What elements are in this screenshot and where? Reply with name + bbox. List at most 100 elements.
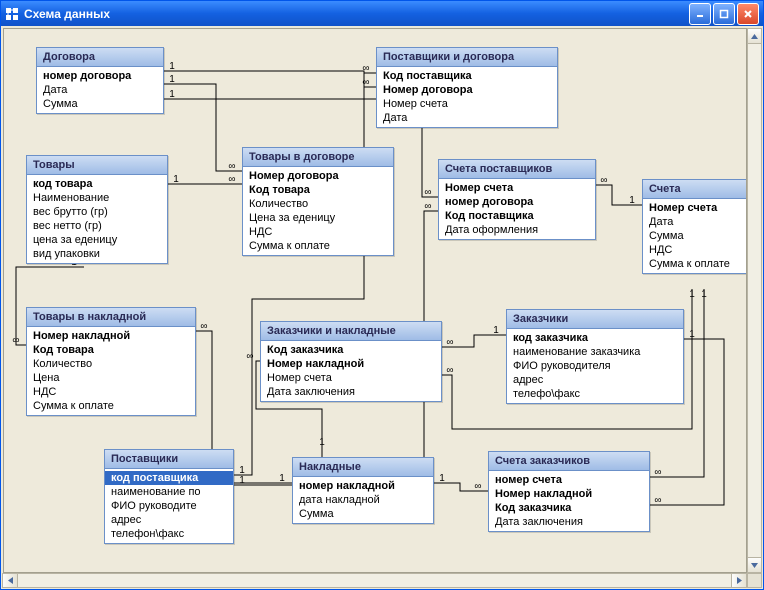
field[interactable]: Код заказчика bbox=[489, 501, 649, 515]
field[interactable]: код заказчика bbox=[507, 331, 683, 345]
table-tovary[interactable]: Товары код товараНаименованиевес брутто (… bbox=[26, 155, 168, 264]
field[interactable]: Номер счета bbox=[643, 201, 747, 215]
field[interactable]: Номер счета bbox=[261, 371, 441, 385]
field[interactable]: телефо\факс bbox=[507, 387, 683, 401]
field[interactable]: наименование заказчика bbox=[507, 345, 683, 359]
field[interactable]: номер договора bbox=[37, 69, 163, 83]
field[interactable]: Номер накладной bbox=[489, 487, 649, 501]
field[interactable]: номер договора bbox=[439, 195, 595, 209]
field[interactable]: Цена за еденицу bbox=[243, 211, 393, 225]
field[interactable]: Номер договора bbox=[377, 83, 557, 97]
field[interactable]: Номер счета bbox=[377, 97, 557, 111]
field[interactable]: Номер накладной bbox=[261, 357, 441, 371]
horizontal-scrollbar[interactable] bbox=[2, 573, 747, 588]
field[interactable]: телефон\факс bbox=[105, 527, 233, 541]
field[interactable]: Номер накладной bbox=[27, 329, 195, 343]
field[interactable]: Дата заключения bbox=[489, 515, 649, 529]
field[interactable]: НДС bbox=[643, 243, 747, 257]
close-button[interactable] bbox=[737, 3, 759, 25]
field[interactable]: код поставщика bbox=[105, 471, 233, 485]
scroll-up-button[interactable] bbox=[748, 29, 761, 44]
field[interactable]: номер накладной bbox=[293, 479, 433, 493]
svg-text:1: 1 bbox=[169, 89, 175, 100]
field[interactable]: вес нетто (гр) bbox=[27, 219, 167, 233]
field[interactable]: Код товара bbox=[27, 343, 195, 357]
table-header[interactable]: Товары в договоре bbox=[243, 148, 393, 167]
field[interactable]: адрес bbox=[105, 513, 233, 527]
field[interactable]: номер счета bbox=[489, 473, 649, 487]
diagram-canvas[interactable]: 1∞1∞1∞1∞1∞1∞1∞1∞1∞1∞1∞1∞1∞1∞1∞ Договоран… bbox=[3, 28, 747, 573]
field[interactable]: вид упаковки bbox=[27, 247, 167, 261]
table-header[interactable]: Товары в накладной bbox=[27, 308, 195, 327]
field[interactable]: Дата bbox=[377, 111, 557, 125]
field[interactable]: Дата оформления bbox=[439, 223, 595, 237]
field[interactable]: дата накладной bbox=[293, 493, 433, 507]
svg-text:∞: ∞ bbox=[228, 161, 235, 172]
scroll-right-button[interactable] bbox=[731, 574, 746, 587]
table-postavshiki[interactable]: Поставщикикод поставщиканаименование поФ… bbox=[104, 449, 234, 544]
field[interactable]: Код поставщика bbox=[439, 209, 595, 223]
field[interactable]: Наименование bbox=[27, 191, 167, 205]
table-tov_v_nakl[interactable]: Товары в накладной Номер накладнойКод тов… bbox=[26, 307, 196, 416]
field[interactable]: Сумма bbox=[37, 97, 163, 111]
table-body: номер накладнойдата накладнойСумма bbox=[293, 477, 433, 523]
table-nakladnye[interactable]: Накладныеномер накладнойдата накладнойСу… bbox=[292, 457, 434, 524]
table-header[interactable]: Договора bbox=[37, 48, 163, 67]
minimize-button[interactable] bbox=[689, 3, 711, 25]
maximize-button[interactable] bbox=[713, 3, 735, 25]
field[interactable]: Цена bbox=[27, 371, 195, 385]
field[interactable]: Код товара bbox=[243, 183, 393, 197]
svg-text:∞: ∞ bbox=[654, 467, 661, 478]
field[interactable]: Код поставщика bbox=[377, 69, 557, 83]
table-header[interactable]: Заказчики и накладные bbox=[261, 322, 441, 341]
field[interactable]: Дата bbox=[37, 83, 163, 97]
field[interactable]: ФИО руководителя bbox=[507, 359, 683, 373]
table-body: код поставщиканаименование поФИО руковод… bbox=[105, 469, 233, 543]
svg-text:1: 1 bbox=[689, 329, 695, 340]
field[interactable]: код товара bbox=[27, 177, 167, 191]
field[interactable]: Количество bbox=[243, 197, 393, 211]
table-header[interactable]: Счета bbox=[643, 180, 747, 199]
field[interactable]: Сумма к оплате bbox=[243, 239, 393, 253]
table-zak_nakl[interactable]: Заказчики и накладныеКод заказчикаНомер … bbox=[260, 321, 442, 402]
table-body: Номер счетаномер договораКод поставщикаД… bbox=[439, 179, 595, 239]
svg-text:∞: ∞ bbox=[12, 335, 19, 346]
field[interactable]: Сумма bbox=[293, 507, 433, 521]
vertical-scrollbar[interactable] bbox=[747, 28, 762, 573]
table-scheta_post[interactable]: Счета поставщиковНомер счетаномер догово… bbox=[438, 159, 596, 240]
field[interactable]: Номер договора bbox=[243, 169, 393, 183]
field[interactable]: Номер счета bbox=[439, 181, 595, 195]
scroll-down-button[interactable] bbox=[748, 557, 761, 572]
table-scheta[interactable]: Счета Номер счетаДатаСуммаНДССумма к опла… bbox=[642, 179, 747, 274]
field[interactable]: Сумма к оплате bbox=[643, 257, 747, 271]
table-header[interactable]: Заказчики bbox=[507, 310, 683, 329]
field[interactable]: Сумма bbox=[643, 229, 747, 243]
field[interactable]: ФИО руководите bbox=[105, 499, 233, 513]
field[interactable]: Сумма к оплате bbox=[27, 399, 195, 413]
titlebar[interactable]: Схема данных bbox=[1, 1, 763, 26]
field[interactable]: Дата bbox=[643, 215, 747, 229]
field[interactable]: НДС bbox=[243, 225, 393, 239]
table-zakazchiki[interactable]: Заказчики код заказчиканаименование заказ… bbox=[506, 309, 684, 404]
field[interactable]: Дата заключения bbox=[261, 385, 441, 399]
table-header[interactable]: Счета поставщиков bbox=[439, 160, 595, 179]
table-tov_v_dog[interactable]: Товары в договоре Номер договораКод товар… bbox=[242, 147, 394, 256]
table-header[interactable]: Товары bbox=[27, 156, 167, 175]
field[interactable]: адрес bbox=[507, 373, 683, 387]
field[interactable]: Код заказчика bbox=[261, 343, 441, 357]
svg-text:∞: ∞ bbox=[654, 495, 661, 506]
field[interactable]: вес брутто (гр) bbox=[27, 205, 167, 219]
table-header[interactable]: Счета заказчиков bbox=[489, 452, 649, 471]
field[interactable]: наименование по bbox=[105, 485, 233, 499]
table-header[interactable]: Поставщики и договора bbox=[377, 48, 557, 67]
svg-text:∞: ∞ bbox=[446, 365, 453, 376]
table-dogovora[interactable]: Договора номер договораДатаСумма bbox=[36, 47, 164, 114]
table-scheta_zak[interactable]: Счета заказчиков номер счетаНомер накладн… bbox=[488, 451, 650, 532]
table-header[interactable]: Поставщики bbox=[105, 450, 233, 469]
scroll-left-button[interactable] bbox=[3, 574, 18, 587]
field[interactable]: НДС bbox=[27, 385, 195, 399]
field[interactable]: Количество bbox=[27, 357, 195, 371]
table-postav_dog[interactable]: Поставщики и договораКод поставщикаНомер… bbox=[376, 47, 558, 128]
field[interactable]: цена за еденицу bbox=[27, 233, 167, 247]
table-header[interactable]: Накладные bbox=[293, 458, 433, 477]
